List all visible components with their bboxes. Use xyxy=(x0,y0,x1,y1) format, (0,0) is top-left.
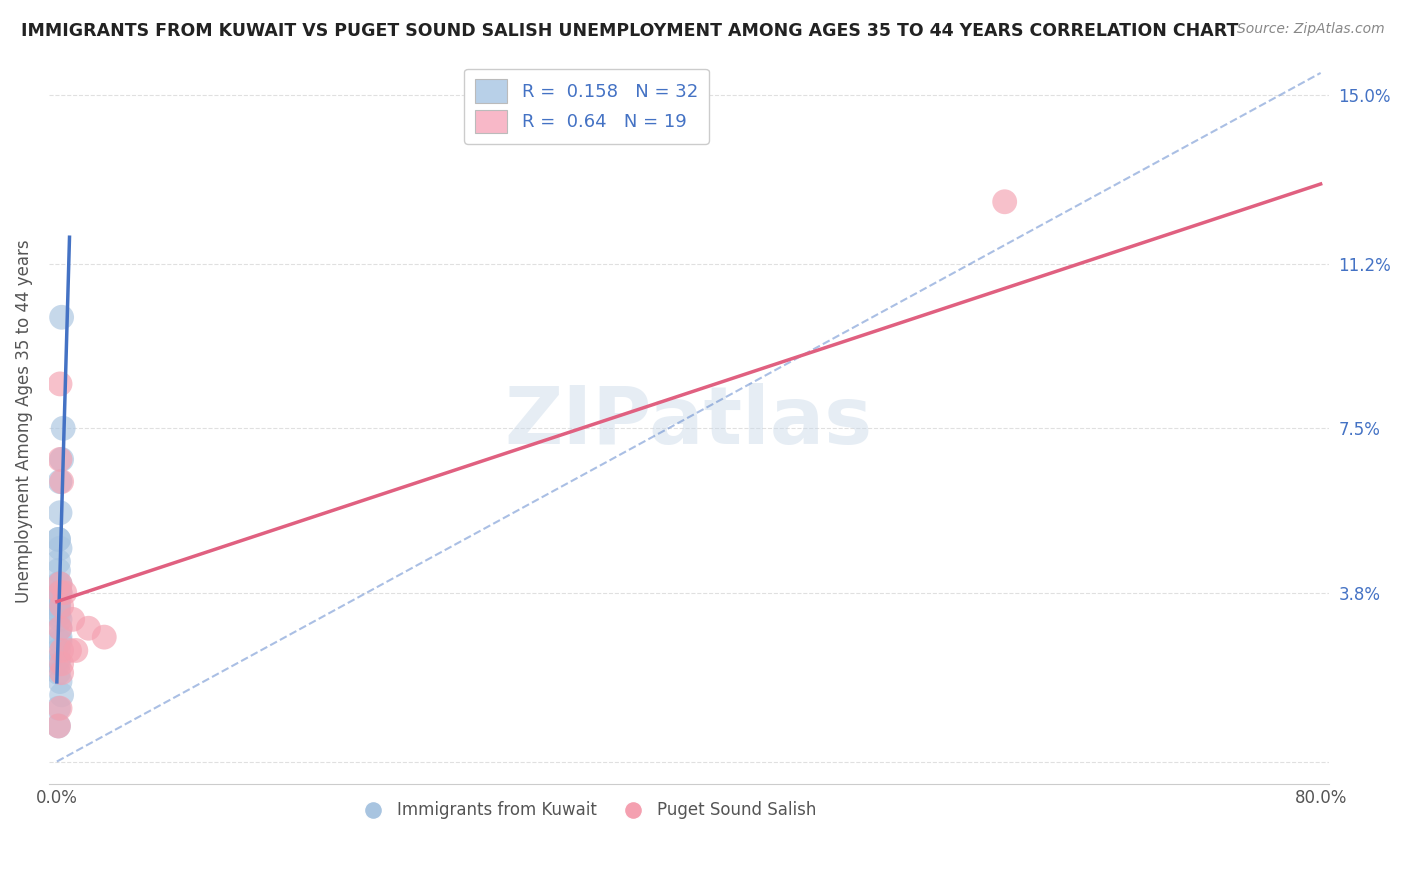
Point xyxy=(48,719,70,733)
Point xyxy=(49,541,72,556)
Point xyxy=(994,194,1017,209)
Point xyxy=(52,421,75,435)
Point xyxy=(58,643,80,657)
Point xyxy=(48,555,70,569)
Point xyxy=(48,665,70,680)
Point xyxy=(49,585,72,599)
Point xyxy=(49,475,72,489)
Point xyxy=(48,594,70,608)
Point xyxy=(51,643,73,657)
Point xyxy=(51,688,73,702)
Point xyxy=(48,599,70,613)
Point xyxy=(48,719,70,733)
Point xyxy=(49,612,72,626)
Point xyxy=(49,621,72,635)
Point xyxy=(49,577,72,591)
Point xyxy=(48,701,70,715)
Y-axis label: Unemployment Among Ages 35 to 44 years: Unemployment Among Ages 35 to 44 years xyxy=(15,240,32,604)
Point xyxy=(49,585,72,599)
Point xyxy=(51,310,73,325)
Point xyxy=(53,585,76,599)
Point xyxy=(48,652,70,666)
Point xyxy=(65,643,87,657)
Legend: Immigrants from Kuwait, Puget Sound Salish: Immigrants from Kuwait, Puget Sound Sali… xyxy=(350,795,823,826)
Point xyxy=(93,630,115,644)
Point xyxy=(48,603,70,617)
Point xyxy=(49,674,72,689)
Point xyxy=(48,643,70,657)
Point xyxy=(48,607,70,622)
Point xyxy=(49,630,72,644)
Point xyxy=(48,599,70,613)
Point xyxy=(48,533,70,547)
Point xyxy=(49,376,72,391)
Point xyxy=(49,621,72,635)
Point xyxy=(51,665,73,680)
Text: Source: ZipAtlas.com: Source: ZipAtlas.com xyxy=(1237,22,1385,37)
Point xyxy=(77,621,100,635)
Point xyxy=(49,701,72,715)
Point xyxy=(49,585,72,599)
Point xyxy=(49,634,72,648)
Text: IMMIGRANTS FROM KUWAIT VS PUGET SOUND SALISH UNEMPLOYMENT AMONG AGES 35 TO 44 YE: IMMIGRANTS FROM KUWAIT VS PUGET SOUND SA… xyxy=(21,22,1239,40)
Point xyxy=(51,657,73,671)
Point xyxy=(48,590,70,604)
Point xyxy=(49,577,72,591)
Point xyxy=(48,533,70,547)
Point xyxy=(48,577,70,591)
Point xyxy=(48,657,70,671)
Point xyxy=(62,612,84,626)
Point xyxy=(51,599,73,613)
Point xyxy=(49,506,72,520)
Text: ZIPatlas: ZIPatlas xyxy=(505,383,873,460)
Point xyxy=(49,452,72,467)
Point xyxy=(48,564,70,578)
Point xyxy=(51,452,73,467)
Point xyxy=(51,475,73,489)
